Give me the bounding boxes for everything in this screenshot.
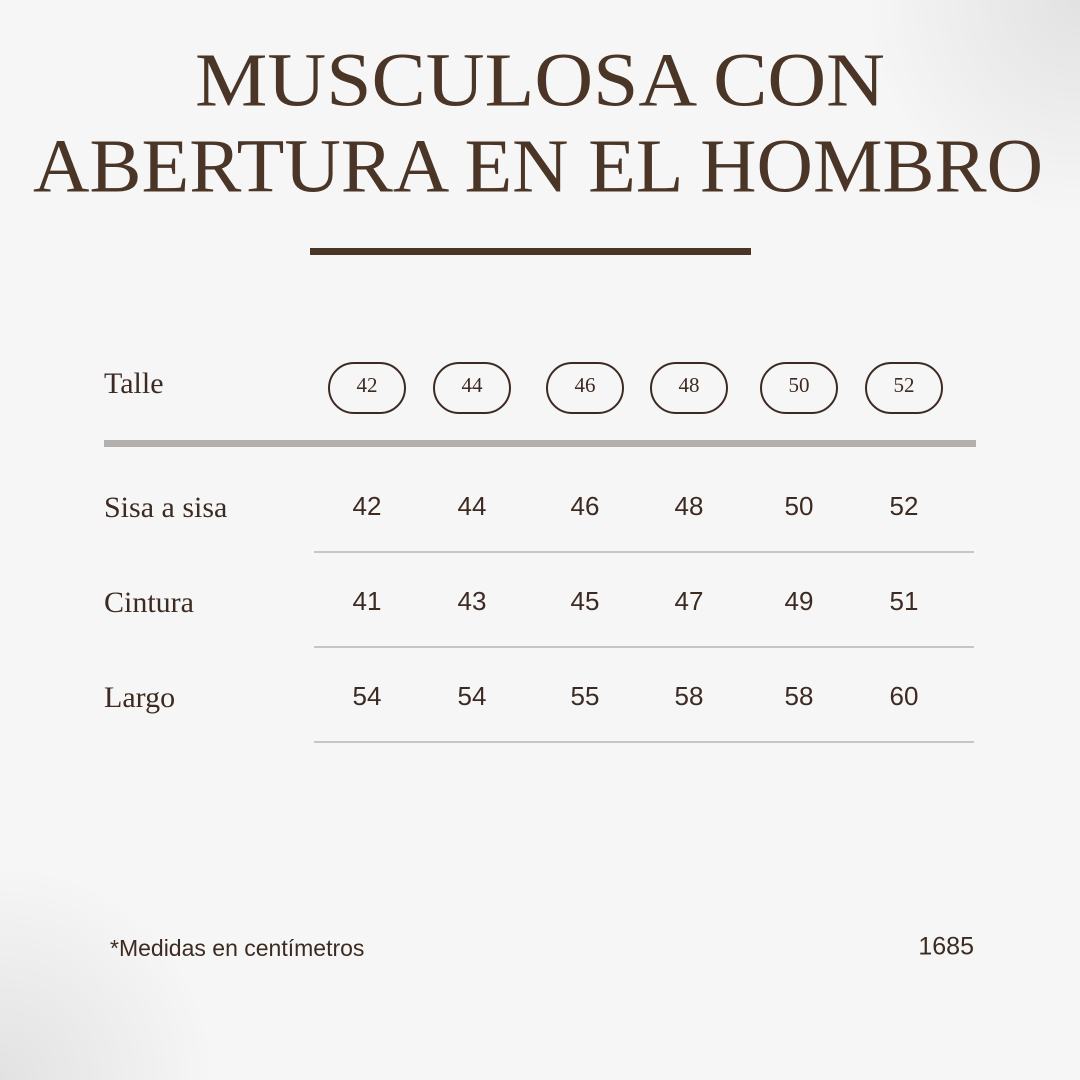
size-pill [433, 362, 511, 414]
cell-value: 43 [458, 586, 487, 616]
row-label: Sisa a sisa [104, 491, 227, 524]
row-divider [314, 646, 974, 648]
cell-value: 54 [353, 681, 382, 711]
cell-value: 60 [890, 681, 919, 711]
row-divider [314, 551, 974, 553]
cell-value: 54 [458, 681, 487, 711]
background-decoration [0, 540, 540, 1080]
background-decoration [540, 0, 1080, 540]
cell-value: 46 [571, 491, 600, 521]
title-underline [310, 248, 751, 255]
cell-value: 58 [785, 681, 814, 711]
cell-value: 49 [785, 586, 814, 616]
size-pill [546, 362, 624, 414]
footnote: *Medidas en centímetros [110, 935, 364, 961]
size-label: 50 [789, 373, 810, 397]
cell-value: 58 [675, 681, 704, 711]
cell-value: 55 [571, 681, 600, 711]
row-label: Largo [104, 681, 175, 714]
size-pill [760, 362, 838, 414]
header-label: Talle [104, 367, 164, 400]
row-divider [314, 741, 974, 743]
title-line: ABERTURA EN EL HOMBRO [33, 124, 1043, 208]
cell-value: 51 [890, 586, 919, 616]
size-pill [328, 362, 406, 414]
cell-value: 48 [675, 491, 704, 521]
cell-value: 47 [675, 586, 704, 616]
row-label: Cintura [104, 586, 194, 619]
cell-value: 44 [458, 491, 487, 521]
size-label: 44 [462, 373, 484, 397]
product-code: 1685 [918, 933, 974, 961]
cell-value: 42 [353, 491, 382, 521]
size-label: 46 [575, 373, 596, 397]
cell-value: 45 [571, 586, 600, 616]
size-label: 48 [679, 373, 700, 397]
title-line: MUSCULOSA CON [195, 38, 885, 122]
size-pill [650, 362, 728, 414]
size-label: 52 [894, 373, 915, 397]
header-divider [104, 440, 976, 447]
cell-value: 52 [890, 491, 919, 521]
size-pill [865, 362, 943, 414]
size-label: 42 [357, 373, 378, 397]
cell-value: 41 [353, 586, 382, 616]
cell-value: 50 [785, 491, 814, 521]
